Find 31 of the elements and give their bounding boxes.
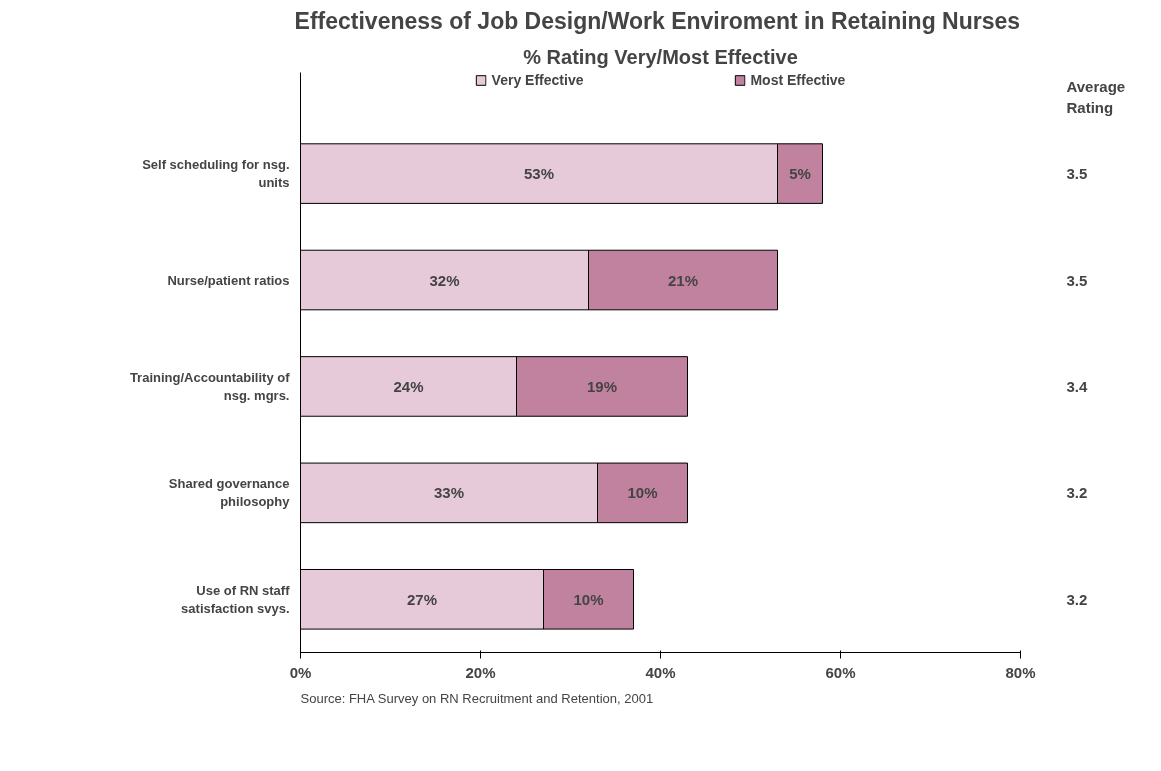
y-tick-label: Self scheduling for nsg. units (142, 157, 290, 191)
x-tick-label: 60% (825, 663, 856, 681)
data-label: 24% (393, 377, 424, 395)
text: 3.4 (1066, 377, 1089, 395)
text: 3.2 (1066, 590, 1088, 608)
data-label: 21% (667, 271, 699, 289)
data-label: 5% (789, 165, 811, 183)
source-note: Source: FHA Survey on RN Recruitment and Retention, 2001 (300, 690, 654, 706)
text: 3.5 (1066, 165, 1088, 183)
y-tick-label: Training/Accountability of nsg. mgrs. (129, 369, 291, 403)
x-tick-label: 40% (645, 663, 676, 681)
x-tick-label: 0% (289, 663, 312, 681)
data-label: 33% (433, 484, 465, 502)
chart-subtitle: % Rating Very/Most Effective (523, 45, 798, 68)
data-label: 19% (586, 377, 618, 395)
x-tick-label: 80% (1005, 663, 1036, 681)
y-tick-label: Nurse/patient ratios (167, 272, 290, 288)
legend-label: Most Effective (750, 72, 846, 88)
legend-label: Very Effective (491, 72, 584, 88)
y-tick-label: Use of RN staff satisfaction svys. (181, 582, 291, 616)
chart-title: Effectiveness of Job Design/Work Enviroment in Retaining Nurses (294, 7, 1021, 34)
text: 3.5 (1066, 271, 1088, 289)
text: 3.2 (1066, 484, 1088, 502)
text: Average Rating (1066, 78, 1126, 116)
data-label: 10% (627, 484, 658, 502)
data-label: 27% (406, 590, 438, 608)
data-label: 32% (429, 271, 460, 289)
data-label: 10% (573, 590, 604, 608)
x-tick-label: 20% (465, 663, 496, 681)
data-label: 53% (523, 165, 555, 183)
y-tick-label: Shared governance philosophy (168, 476, 291, 510)
